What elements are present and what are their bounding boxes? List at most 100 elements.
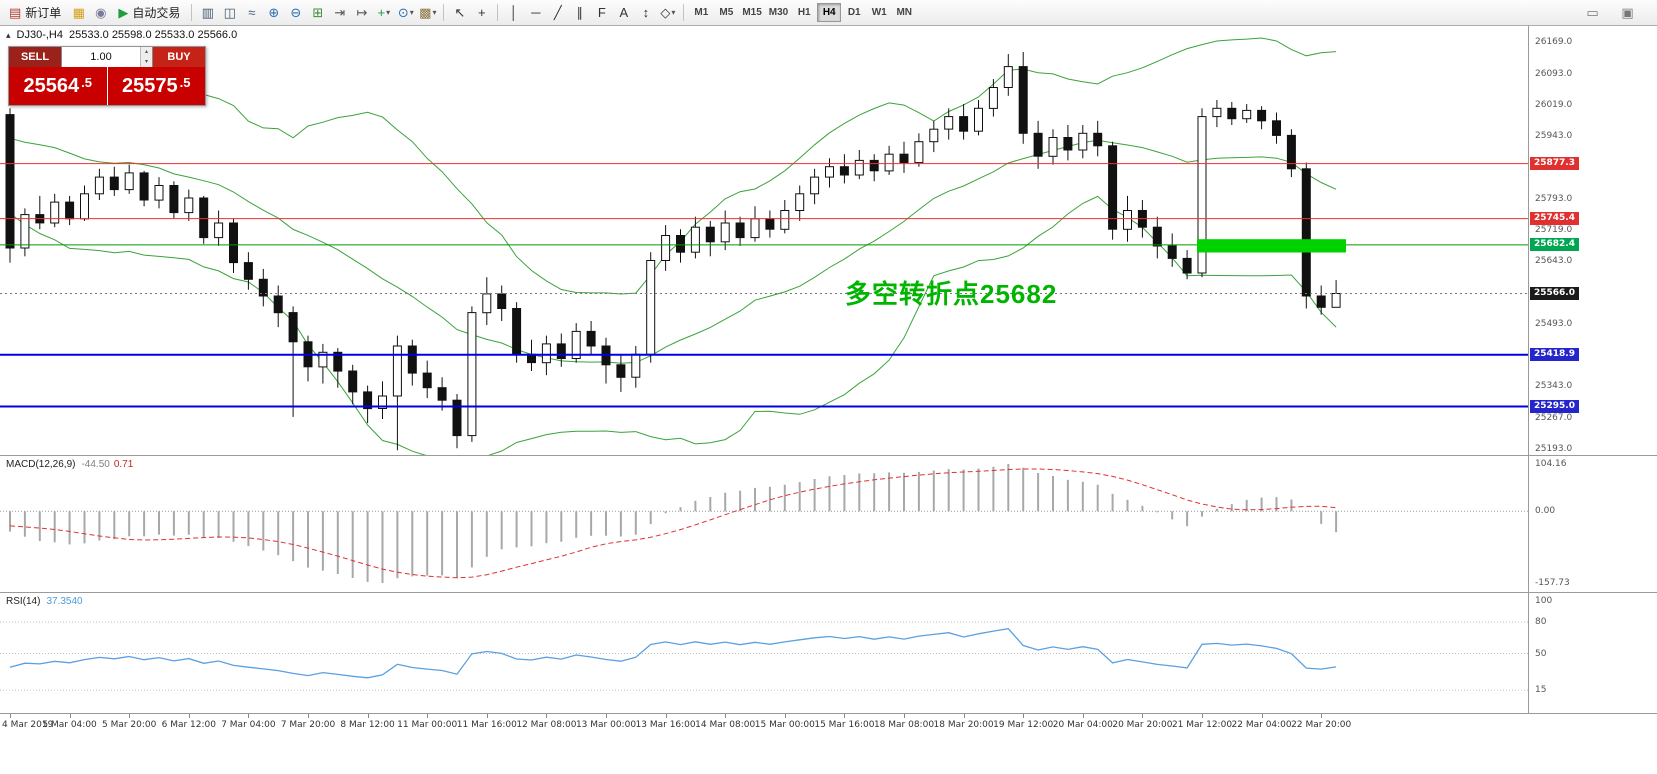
time-tick [129, 714, 131, 718]
timeframe-d1-button[interactable]: D1 [847, 7, 861, 18]
cursor-glyph: ↖ [454, 5, 466, 20]
candlestick-mode-glyph: ◫ [223, 5, 236, 20]
crosshair-icon[interactable]: + [471, 2, 492, 23]
macd-panel[interactable]: MACD(12,26,9) -44.50 0.71 104.16 0.00 -157.7… [0, 455, 1657, 592]
time-tick [725, 714, 727, 718]
timeframe-mn-button[interactable]: MN [896, 7, 913, 18]
macd-axis[interactable]: 104.16 0.00 -157.73 [1528, 456, 1657, 592]
chart-annotation-text[interactable]: 多空转折点25682 [845, 279, 1058, 309]
channel-tool-icon[interactable]: ∥ [569, 2, 590, 23]
macd-main-value: -44.50 [81, 459, 110, 470]
volume-spinner[interactable]: ▴ ▾ [140, 47, 152, 67]
time-tick [10, 714, 11, 718]
trade-panel-price-row: 25564 .5 25575 .5 [9, 67, 205, 105]
indicators-icon[interactable]: + ▾ [373, 2, 394, 23]
text-tool-icon[interactable]: A [613, 2, 634, 23]
shapes-tool-glyph: ◇ [660, 5, 671, 20]
bar-chart-mode-icon[interactable]: ▥ [197, 2, 218, 23]
rsi-canvas[interactable] [0, 593, 1528, 714]
auto-scroll-glyph: ⇥ [334, 5, 346, 20]
rsi-panel[interactable]: RSI(14) 37.3540 100 80 50 15 [0, 592, 1657, 713]
price-axis-label: 25719.0 [1535, 224, 1573, 235]
volume-down-arrow[interactable]: ▾ [141, 57, 152, 67]
line-chart-mode-icon[interactable]: ≈ [241, 2, 262, 23]
sell-price-fraction: .5 [81, 75, 92, 90]
buy-price: 25575 [122, 74, 178, 97]
chart-replay-glyph: ◉ [95, 5, 107, 20]
buy-button[interactable]: 25575 .5 [107, 67, 205, 105]
arrows-tool-icon[interactable]: ↕ [635, 2, 656, 23]
chart-replay-icon[interactable]: ◉ [90, 2, 111, 23]
time-axis-label: 13 Mar 16:00 [635, 720, 696, 730]
bollinger-middle-band [9, 137, 1337, 364]
periods-glyph: ⊙ [397, 5, 409, 20]
time-axis-label: 18 Mar 08:00 [873, 720, 935, 730]
macd-signal-line [9, 468, 1337, 579]
macd-canvas[interactable] [0, 456, 1528, 593]
templates-icon[interactable]: ▩ ▾ [417, 2, 438, 23]
buy-header: BUY [153, 47, 205, 67]
tile-windows-icon[interactable]: ⊞ [307, 2, 328, 23]
vertical-line-tool-icon[interactable]: │ [503, 2, 524, 23]
timeframe-m30-button[interactable]: M30 [768, 7, 789, 18]
trade-panel-header-row: SELL ▴▾ BUY [9, 47, 205, 67]
time-tick [1202, 714, 1203, 718]
timeframe-m1-button[interactable]: M1 [694, 7, 709, 18]
highlight-rectangle[interactable] [1197, 239, 1346, 253]
trendline-tool-icon[interactable]: ╱ [547, 2, 568, 23]
new-order-button[interactable]: ▤ 新订单 [3, 2, 67, 23]
timeframe-h4-button[interactable]: H4 [817, 3, 842, 22]
price-badge-25682.4: 25682.4 [1530, 238, 1579, 252]
chart-window-icon[interactable]: ▭ [1582, 2, 1603, 23]
shapes-tool-icon[interactable]: ◇ ▾ [657, 2, 678, 23]
periods-dropdown-arrow: ▾ [409, 8, 414, 17]
time-axis-label: 20 Mar 04:00 [1052, 720, 1113, 730]
auto-scroll-icon[interactable]: ⇥ [329, 2, 350, 23]
price-chart-panel[interactable]: ▴ DJ30-,H4 25533.0 25598.0 25533.0 25566… [0, 26, 1657, 455]
time-axis-label: 7 Mar 20:00 [280, 720, 336, 730]
rsi-name: RSI(14) [6, 596, 41, 607]
zoom-out-icon[interactable]: ⊖ [285, 2, 306, 23]
price-axis-label: 26169.0 [1535, 37, 1573, 47]
channel-tool-glyph: ∥ [576, 5, 584, 20]
time-tick [367, 714, 369, 718]
zoom-in-icon[interactable]: ⊕ [263, 2, 284, 23]
bollinger-upper-band [9, 37, 1337, 295]
rsi-axis-label: 80 [1535, 617, 1547, 627]
timeframe-m15-button[interactable]: M15 [742, 7, 762, 18]
volume-input[interactable] [62, 47, 140, 67]
price-badge-25418.9: 25418.9 [1530, 348, 1579, 362]
sell-button[interactable]: 25564 .5 [9, 67, 107, 105]
time-axis[interactable]: 4 Mar 2019 5 Mar 04:00 5 Mar 20:00 6 Mar 12… [0, 713, 1657, 739]
time-axis-label: 5 Mar 04:00 [42, 720, 97, 730]
periods-icon[interactable]: ⊙ ▾ [395, 2, 416, 23]
auto-trading-button[interactable]: ▶ 自动交易 [112, 2, 186, 23]
candlestick-mode-icon[interactable]: ◫ [219, 2, 240, 23]
fibonacci-tool-icon[interactable]: F [591, 2, 612, 23]
price-axis-label: 25643.0 [1535, 256, 1573, 267]
time-axis-label: 18 Mar 20:00 [933, 720, 994, 730]
new-order-glyph: ▤ [9, 5, 22, 20]
timeframe-h1-button[interactable]: H1 [797, 7, 811, 18]
cursor-icon[interactable]: ↖ [449, 2, 470, 23]
timeframe-m5-button[interactable]: M5 [719, 7, 734, 18]
volume-up-arrow[interactable]: ▴ [141, 47, 152, 57]
zoom-out-glyph: ⊖ [290, 5, 302, 20]
horizontal-line-tool-icon[interactable]: ─ [525, 2, 546, 23]
chart-shift-icon[interactable]: ↦ [351, 2, 372, 23]
price-axis-label: 25493.0 [1535, 318, 1573, 329]
auto-trading-label: 自动交易 [132, 6, 181, 20]
price-axis-label: 26093.0 [1535, 68, 1573, 79]
toolbar-separator [497, 4, 499, 21]
time-axis-label: 7 Mar 04:00 [221, 720, 276, 730]
time-axis-label: 22 Mar 20:00 [1291, 720, 1352, 730]
timeframe-w1-button[interactable]: W1 [871, 7, 887, 18]
rsi-axis-label: 100 [1535, 596, 1553, 606]
rsi-axis[interactable]: 100 80 50 15 [1528, 593, 1657, 713]
price-axis[interactable]: 26169.026093.026019.025943.025867.025793… [1528, 26, 1657, 455]
time-tick [308, 714, 309, 718]
new-chart-icon[interactable]: ▦ [68, 2, 89, 23]
price-chart-canvas[interactable] [0, 26, 1528, 455]
quick-tools-icon[interactable]: ▣ [1617, 2, 1638, 23]
